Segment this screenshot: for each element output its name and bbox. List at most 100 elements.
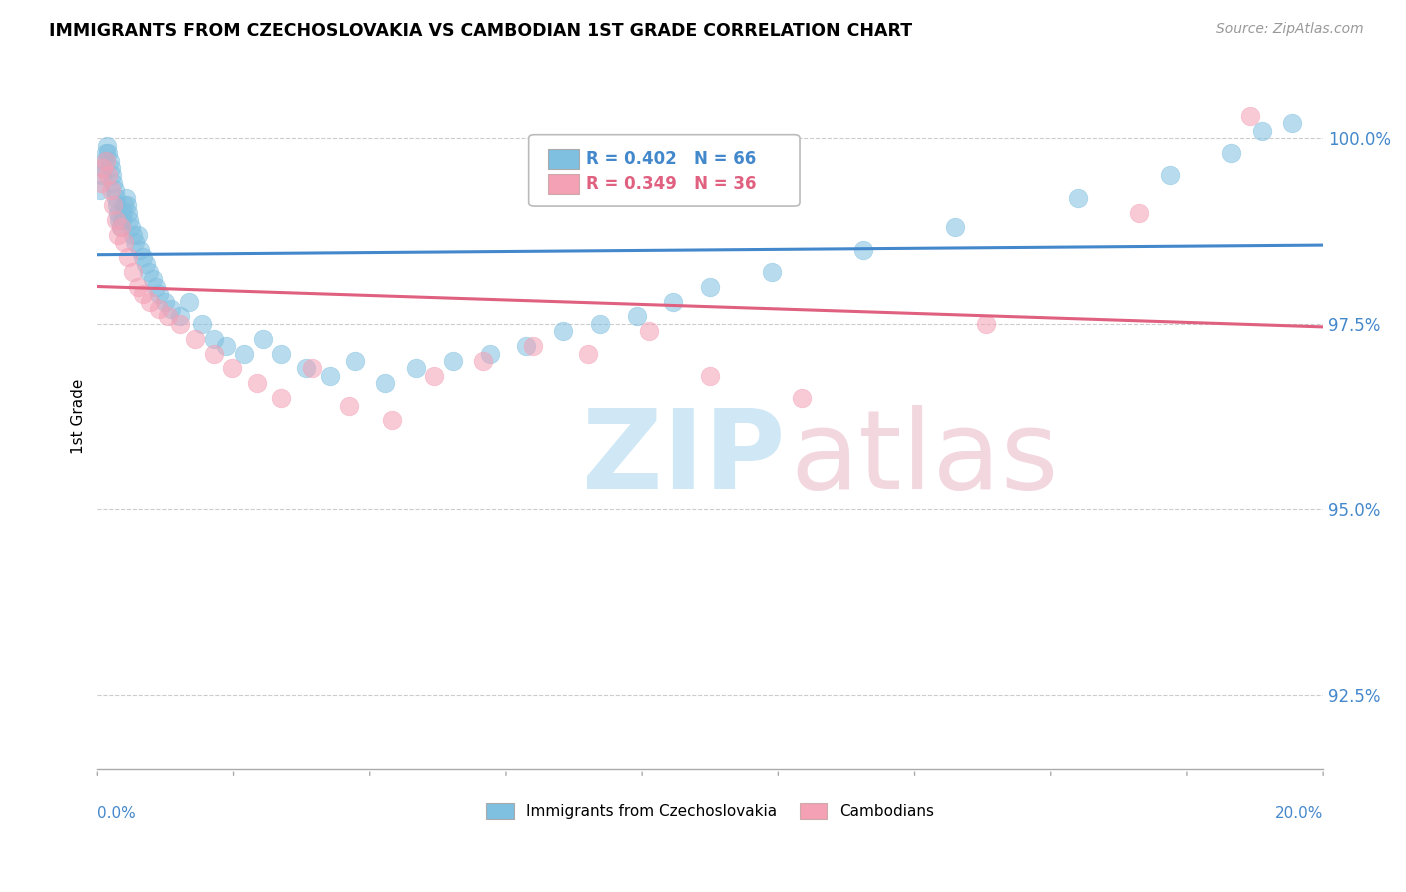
Point <box>110 220 132 235</box>
Point <box>553 324 575 338</box>
Point <box>252 332 274 346</box>
Point <box>97 169 120 183</box>
Point <box>98 153 121 168</box>
Text: ZIP: ZIP <box>582 406 785 513</box>
Point <box>1159 169 1181 183</box>
Point <box>472 354 495 368</box>
Point <box>202 346 225 360</box>
Point <box>374 376 396 391</box>
Point <box>343 354 366 368</box>
Point <box>93 153 115 168</box>
Text: R = 0.402   N = 66: R = 0.402 N = 66 <box>586 150 756 168</box>
Point <box>148 301 170 316</box>
Point <box>337 399 360 413</box>
Point <box>93 161 115 175</box>
Point <box>145 279 167 293</box>
Point <box>94 146 117 161</box>
Point <box>117 250 139 264</box>
Y-axis label: 1st Grade: 1st Grade <box>72 379 86 454</box>
Point <box>104 213 127 227</box>
Point <box>576 346 599 360</box>
Point <box>522 339 544 353</box>
Point <box>127 279 149 293</box>
Point <box>112 235 135 250</box>
Text: 0.0%: 0.0% <box>97 806 136 822</box>
Point <box>1220 146 1243 161</box>
Point <box>122 265 145 279</box>
Legend: Immigrants from Czechoslovakia, Cambodians: Immigrants from Czechoslovakia, Cambodia… <box>479 797 941 825</box>
Point <box>96 138 118 153</box>
Point <box>132 250 155 264</box>
Point <box>190 317 212 331</box>
Point <box>638 324 661 338</box>
Point <box>1281 116 1303 130</box>
Point <box>115 198 138 212</box>
Point <box>97 146 120 161</box>
Point <box>169 317 191 331</box>
Point <box>589 317 612 331</box>
Point <box>156 310 179 324</box>
Point <box>101 169 124 183</box>
Point <box>699 279 721 293</box>
Point <box>111 213 134 227</box>
Point <box>148 287 170 301</box>
Point <box>626 310 648 324</box>
Point <box>112 198 135 212</box>
Point <box>184 332 207 346</box>
Point <box>380 413 402 427</box>
Point <box>405 361 427 376</box>
Text: IMMIGRANTS FROM CZECHOSLOVAKIA VS CAMBODIAN 1ST GRADE CORRELATION CHART: IMMIGRANTS FROM CZECHOSLOVAKIA VS CAMBOD… <box>49 22 912 40</box>
Text: atlas: atlas <box>790 406 1059 513</box>
Point <box>139 294 162 309</box>
Point <box>270 346 292 360</box>
Text: R = 0.349   N = 36: R = 0.349 N = 36 <box>586 175 756 193</box>
Point <box>441 354 464 368</box>
Point <box>221 361 243 376</box>
Point <box>153 294 176 309</box>
Point <box>423 368 446 383</box>
Point <box>103 176 125 190</box>
Text: 20.0%: 20.0% <box>1275 806 1323 822</box>
Point <box>945 220 967 235</box>
Point <box>215 339 238 353</box>
Point <box>233 346 256 360</box>
Point <box>93 161 115 175</box>
Point <box>974 317 997 331</box>
Point <box>103 183 125 197</box>
Point <box>761 265 783 279</box>
Point <box>105 198 128 212</box>
Point <box>91 169 114 183</box>
Point <box>160 301 183 316</box>
Point <box>1250 124 1272 138</box>
Point <box>90 176 112 190</box>
Point <box>110 220 132 235</box>
Point <box>117 205 139 219</box>
Point <box>129 243 152 257</box>
Point <box>662 294 685 309</box>
Point <box>138 265 160 279</box>
Point <box>1067 191 1090 205</box>
Text: Source: ZipAtlas.com: Source: ZipAtlas.com <box>1216 22 1364 37</box>
Point <box>169 310 191 324</box>
Point <box>112 205 135 219</box>
Point <box>852 243 875 257</box>
Point <box>100 183 122 197</box>
Point <box>515 339 537 353</box>
Point <box>1128 205 1150 219</box>
Point <box>122 227 145 242</box>
Point <box>118 213 141 227</box>
Point <box>141 272 163 286</box>
Point <box>94 153 117 168</box>
Point <box>478 346 501 360</box>
Point <box>294 361 316 376</box>
Point <box>124 235 146 250</box>
Point <box>135 258 157 272</box>
Point <box>179 294 201 309</box>
Point <box>1239 109 1261 123</box>
Point <box>114 191 136 205</box>
Point <box>699 368 721 383</box>
Point <box>319 368 342 383</box>
Point <box>132 287 155 301</box>
Point <box>89 183 111 197</box>
Point <box>120 220 142 235</box>
